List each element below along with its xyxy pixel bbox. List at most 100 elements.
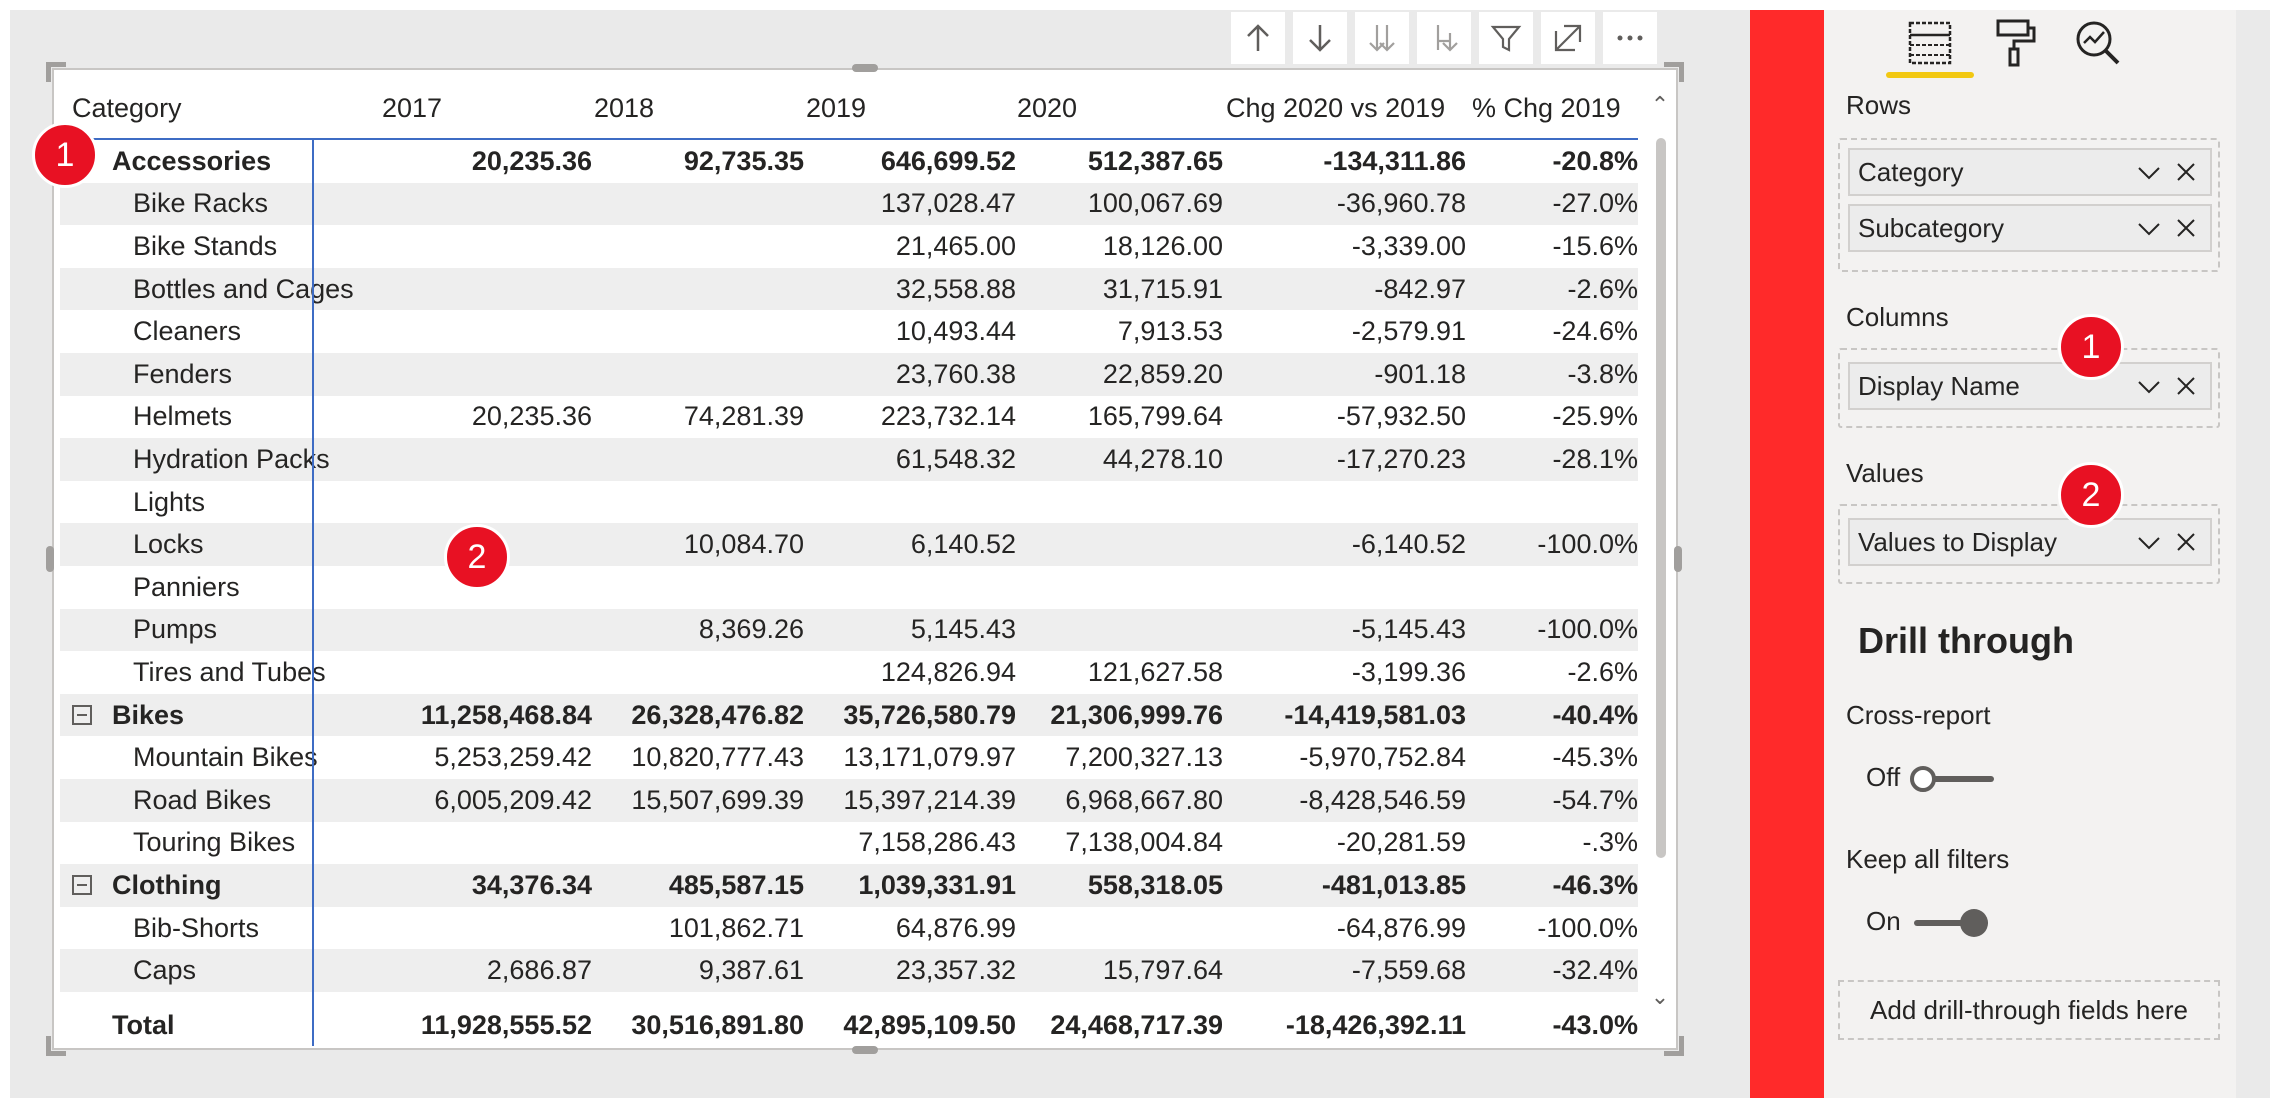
value-cell[interactable]: 11,258,468.84 — [420, 699, 592, 730]
category-row[interactable]: Bikes 11,258,468.84 26,328,476.82 35,726,58… — [60, 693, 1638, 737]
value-cell[interactable]: 485,587.15 — [668, 869, 804, 900]
value-cell[interactable]: 7,913.53 — [1117, 316, 1223, 347]
table-row[interactable]: Road Bikes 6,005,209.42 15,507,699.39 15,39… — [60, 779, 1638, 822]
table-row[interactable]: Tires and Tubes 124,826.94 121,627.58 -3,19… — [60, 651, 1638, 694]
value-cell[interactable]: 124,826.94 — [880, 656, 1016, 687]
scroll-up-chevron-icon[interactable]: ⌃ — [1650, 92, 1670, 117]
scroll-thumb[interactable] — [1656, 138, 1666, 858]
header-category[interactable]: Category — [72, 92, 182, 123]
table-row[interactable]: Mountain Bikes 5,253,259.42 10,820,777.43 1… — [60, 736, 1638, 779]
close-icon[interactable] — [2174, 160, 2198, 184]
resize-handle-right[interactable] — [1674, 546, 1682, 572]
value-cell[interactable]: -46.3% — [1552, 869, 1638, 900]
total-label[interactable]: Total — [112, 1009, 175, 1040]
table-row[interactable]: Bike Stands 21,465.00 18,126.00 -3,339.00 -1… — [60, 225, 1638, 268]
value-cell[interactable]: 18,126.00 — [1102, 230, 1223, 261]
value-cell[interactable]: 5,145.43 — [910, 614, 1016, 645]
value-cell[interactable]: -842.97 — [1374, 273, 1466, 304]
filter-button[interactable] — [1479, 12, 1533, 64]
resize-handle-left[interactable] — [46, 546, 54, 572]
value-cell[interactable]: -25.9% — [1552, 401, 1638, 432]
total-value-cell[interactable]: 11,928,555.52 — [420, 1009, 592, 1040]
value-cell[interactable]: 223,732.14 — [880, 401, 1016, 432]
drill-up-button[interactable] — [1231, 12, 1285, 64]
value-cell[interactable]: 6,968,667.80 — [1065, 784, 1223, 815]
chevron-down-icon[interactable] — [2136, 374, 2162, 400]
value-cell[interactable]: -17,270.23 — [1336, 443, 1466, 474]
value-cell[interactable] — [594, 438, 804, 481]
row-header-label[interactable]: Locks — [133, 529, 204, 560]
value-cell[interactable]: 101,862.71 — [668, 912, 804, 943]
value-cell[interactable] — [806, 566, 1016, 609]
close-icon[interactable] — [2174, 530, 2198, 554]
row-header-label[interactable]: Pumps — [133, 614, 218, 645]
value-cell[interactable] — [806, 481, 1016, 524]
value-cell[interactable]: -28.1% — [1552, 443, 1638, 474]
header-2017[interactable]: 2017 — [382, 92, 443, 123]
chevron-down-icon[interactable] — [2136, 216, 2162, 242]
value-cell[interactable]: 7,200,327.13 — [1065, 742, 1223, 773]
close-icon[interactable] — [2174, 374, 2198, 398]
value-cell[interactable]: -32.4% — [1552, 955, 1638, 986]
value-cell[interactable]: -100.0% — [1537, 529, 1638, 560]
table-row[interactable]: Pumps 8,369.26 5,145.43 -5,145.43 -100.0% — [60, 608, 1638, 652]
table-row[interactable]: Cleaners 10,493.44 7,913.53 -2,579.91 -24.6% — [60, 310, 1638, 353]
value-cell[interactable]: -14,419,581.03 — [1284, 699, 1466, 730]
value-cell[interactable]: -901.18 — [1374, 358, 1466, 389]
value-cell[interactable]: -24.6% — [1552, 316, 1638, 347]
value-cell[interactable]: 21,306,999.76 — [1050, 699, 1223, 730]
value-cell[interactable]: -6,140.52 — [1351, 529, 1466, 560]
row-header-label[interactable]: Touring Bikes — [133, 827, 296, 858]
resize-handle-top-right[interactable] — [1664, 62, 1684, 82]
total-value-cell[interactable]: 42,895,109.50 — [843, 1009, 1016, 1040]
value-cell[interactable]: 15,507,699.39 — [631, 784, 804, 815]
table-row[interactable]: Helmets 20,235.36 74,281.39 223,732.14 165,7… — [60, 396, 1638, 439]
value-cell[interactable]: 2,686.87 — [486, 955, 592, 986]
row-header-label[interactable]: Bike Racks — [133, 188, 269, 219]
chevron-down-icon[interactable] — [2136, 160, 2162, 186]
expand-next-level-button[interactable] — [1417, 12, 1471, 64]
chevron-down-icon[interactable] — [2136, 530, 2162, 556]
value-cell[interactable] — [594, 310, 804, 353]
value-cell[interactable]: 15,797.64 — [1102, 955, 1223, 986]
value-cell[interactable] — [382, 609, 592, 652]
row-header-label[interactable]: Bike Stands — [133, 230, 278, 261]
header-pct-chg-2019[interactable]: % Chg 2019 — [1472, 92, 1621, 123]
table-row[interactable]: Bottles and Cages 32,558.88 31,715.91 -842.… — [60, 267, 1638, 311]
value-cell[interactable]: 7,158,286.43 — [858, 827, 1016, 858]
resize-handle-top[interactable] — [852, 64, 878, 72]
value-cell[interactable] — [1017, 481, 1223, 524]
resize-handle-bottom[interactable] — [852, 1046, 878, 1054]
value-cell[interactable]: 21,465.00 — [895, 230, 1016, 261]
resize-handle-bottom-right[interactable] — [1664, 1036, 1684, 1056]
value-cell[interactable] — [1017, 523, 1223, 566]
value-cell[interactable]: -36,960.78 — [1336, 188, 1466, 219]
value-cell[interactable]: 26,328,476.82 — [631, 699, 804, 730]
value-cell[interactable]: -2,579.91 — [1351, 316, 1466, 347]
value-cell[interactable]: 6,005,209.42 — [434, 784, 592, 815]
row-header-label[interactable]: Panniers — [133, 571, 240, 602]
columns-field-display-name[interactable]: Display Name — [1848, 362, 2212, 410]
table-row[interactable]: Touring Bikes 7,158,286.43 7,138,004.84 -20… — [60, 822, 1638, 865]
value-cell[interactable]: 61,548.32 — [895, 443, 1016, 474]
rows-well[interactable]: Category Subcategory — [1838, 138, 2220, 272]
value-cell[interactable] — [594, 566, 804, 609]
table-row[interactable]: Lights — [60, 481, 1638, 524]
value-cell[interactable]: 20,235.36 — [471, 145, 592, 176]
header-2018[interactable]: 2018 — [594, 92, 655, 123]
value-cell[interactable]: -2.6% — [1567, 273, 1638, 304]
value-cell[interactable]: 31,715.91 — [1102, 273, 1223, 304]
total-value-cell[interactable]: 30,516,891.80 — [631, 1009, 804, 1040]
row-header-label[interactable]: Caps — [133, 955, 197, 986]
value-cell[interactable]: -3,199.36 — [1351, 656, 1466, 687]
value-cell[interactable]: 9,387.61 — [698, 955, 804, 986]
value-cell[interactable]: -2.6% — [1567, 656, 1638, 687]
value-cell[interactable]: -5,145.43 — [1351, 614, 1466, 645]
table-row[interactable]: Caps 2,686.87 9,387.61 23,357.32 15,797.64 -7… — [60, 949, 1638, 992]
value-cell[interactable]: -134,311.86 — [1323, 145, 1466, 176]
rows-field-category[interactable]: Category — [1848, 148, 2212, 196]
row-header-label[interactable]: Bib-Shorts — [133, 912, 260, 943]
resize-handle-bottom-left[interactable] — [46, 1036, 66, 1056]
vertical-scrollbar[interactable]: ⌃ ⌄ — [1648, 92, 1672, 1018]
value-cell[interactable]: -54.7% — [1552, 784, 1638, 815]
